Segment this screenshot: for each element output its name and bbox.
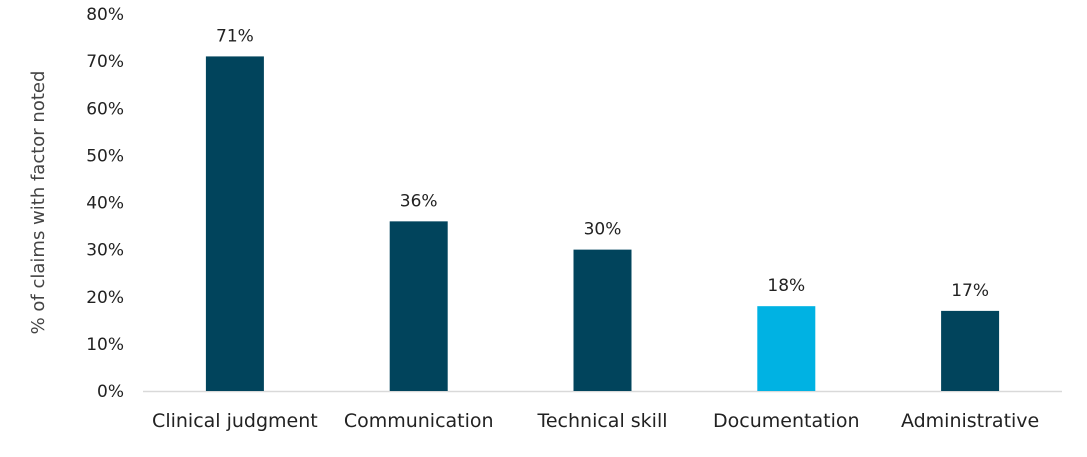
category-label: Documentation — [713, 410, 859, 432]
data-label: 71% — [216, 26, 254, 46]
y-tick-label: 80% — [86, 5, 124, 25]
bar-administrative — [941, 310, 1000, 391]
data-label: 36% — [400, 191, 438, 211]
bar-clinical-judgment — [205, 56, 264, 391]
category-labels: Clinical judgment Communication Technical … — [152, 410, 1039, 432]
y-tick-label: 0% — [97, 382, 124, 402]
y-tick-label: 10% — [86, 335, 124, 355]
category-label: Administrative — [901, 410, 1039, 432]
data-label: 17% — [951, 281, 989, 301]
y-tick-label: 50% — [86, 146, 124, 166]
y-tick-label: 60% — [86, 99, 124, 119]
bar-communication — [389, 221, 448, 391]
data-label: 30% — [584, 220, 622, 240]
y-tick-label: 20% — [86, 288, 124, 308]
category-label: Clinical judgment — [152, 410, 318, 432]
y-axis-title: % of claims with factor noted — [28, 71, 49, 335]
y-tick-label: 30% — [86, 241, 124, 261]
category-label: Communication — [344, 410, 494, 432]
category-label: Technical skill — [536, 410, 667, 432]
y-tick-label: 40% — [86, 194, 124, 214]
data-label: 18% — [767, 276, 805, 296]
bar-documentation — [757, 306, 816, 391]
y-axis-ticks: 0% 10% 20% 30% 40% 50% 60% 70% 80% — [86, 5, 124, 402]
y-tick-label: 70% — [86, 52, 124, 72]
bar-technical-skill — [573, 249, 632, 391]
bars — [205, 56, 1000, 391]
data-labels: 71% 36% 30% 18% 17% — [216, 26, 989, 300]
